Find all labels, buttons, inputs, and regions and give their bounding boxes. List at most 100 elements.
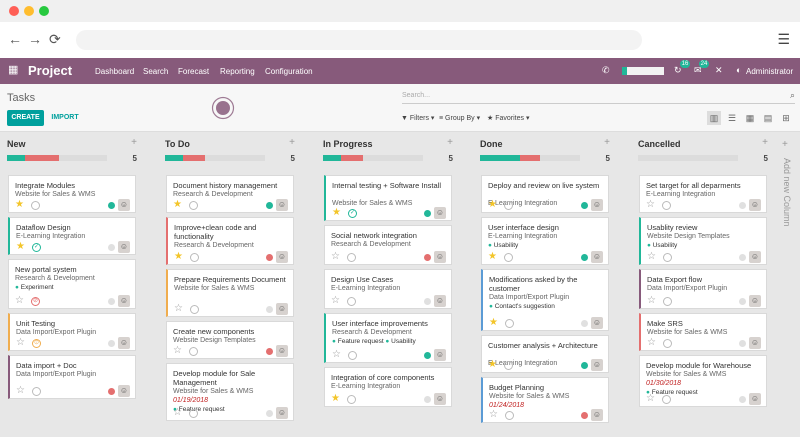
status-dot[interactable]	[424, 254, 431, 261]
activity-icon[interactable]	[504, 253, 513, 262]
user-avatar-icon[interactable]: ☺	[434, 207, 446, 219]
column-progress-bar[interactable]	[7, 155, 107, 161]
task-card[interactable]: Design Use Cases E-Learning Integration ☆ ☺	[324, 269, 452, 309]
activity-icon[interactable]	[347, 253, 356, 262]
star-icon[interactable]: ★	[173, 199, 182, 210]
task-card[interactable]: Integration of core components E-Learning…	[324, 367, 452, 407]
menu-search[interactable]: Search	[143, 67, 169, 76]
star-icon[interactable]: ☆	[16, 337, 25, 348]
user-avatar-icon[interactable]: ☺	[591, 359, 603, 371]
star-icon[interactable]: ★	[488, 251, 497, 262]
star-icon[interactable]: ☆	[646, 199, 655, 210]
star-icon[interactable]: ☆	[331, 251, 340, 262]
user-avatar-icon[interactable]: ☺	[749, 337, 761, 349]
status-dot[interactable]	[581, 254, 588, 261]
menu-reporting[interactable]: Reporting	[220, 67, 255, 76]
app-brand[interactable]: Project	[28, 63, 73, 78]
activity-icon[interactable]: ✓	[348, 209, 357, 218]
kanban-view-icon[interactable]: ▥	[707, 111, 721, 125]
activity-icon[interactable]	[504, 201, 513, 210]
status-dot[interactable]	[581, 362, 588, 369]
star-icon[interactable]: ☆	[332, 349, 341, 360]
task-card[interactable]: Internal testing + Software Install Websi…	[324, 175, 452, 221]
column-title[interactable]: Done	[480, 139, 503, 149]
status-dot[interactable]	[108, 388, 115, 395]
status-dot[interactable]	[581, 320, 588, 327]
task-card[interactable]: Data import + Doc Data Import/Export Plug…	[8, 355, 136, 399]
task-card[interactable]: New portal system Research & Development ●…	[8, 259, 136, 309]
group-by-dropdown[interactable]: ≡ Group By ▾	[439, 115, 481, 122]
user-avatar-icon[interactable]: ☺	[118, 337, 130, 349]
star-icon[interactable]: ☆	[16, 385, 25, 396]
pivot-view-icon[interactable]: ⊞	[782, 113, 790, 123]
import-button[interactable]: IMPORT	[51, 114, 79, 121]
browser-menu-icon[interactable]: ☰	[777, 31, 790, 47]
task-card[interactable]: Prepare Requirements Document Website for…	[166, 269, 294, 317]
activity-icon[interactable]	[662, 395, 671, 404]
star-icon[interactable]: ☆	[174, 303, 183, 314]
close-icon[interactable]: ✕	[715, 65, 723, 75]
star-icon[interactable]: ☆	[173, 407, 182, 418]
activity-icon[interactable]: ↻	[674, 65, 682, 75]
status-dot[interactable]	[108, 298, 115, 305]
task-card[interactable]: Modifications asked by the customer Data …	[481, 269, 609, 331]
task-card[interactable]: Social network integration Research & Dev…	[324, 225, 452, 265]
user-avatar-icon[interactable]: ☺	[434, 251, 446, 263]
user-avatar-icon[interactable]: ☺	[276, 303, 288, 315]
status-dot[interactable]	[266, 202, 273, 209]
task-card[interactable]: Make SRS Website for Sales & WMS ☆ ☺	[639, 313, 767, 351]
user-avatar-icon[interactable]: ☺	[591, 199, 603, 211]
status-dot[interactable]	[266, 410, 273, 417]
star-icon[interactable]: ★	[489, 317, 498, 328]
task-card[interactable]: Customer analysis + Architecture E-Learni…	[481, 335, 609, 373]
back-arrow-icon[interactable]: ←	[8, 31, 22, 47]
star-icon[interactable]: ★	[331, 393, 340, 404]
user-avatar-icon[interactable]: ☺	[591, 251, 603, 263]
activity-icon[interactable]	[663, 253, 672, 262]
create-button[interactable]: CREATE	[7, 110, 44, 126]
activity-icon[interactable]	[663, 297, 672, 306]
search-input[interactable]: Search... ⌕	[402, 90, 795, 104]
add-task-icon[interactable]: +	[131, 137, 137, 148]
reload-icon[interactable]: ⟳	[49, 31, 61, 47]
menu-configuration[interactable]: Configuration	[265, 67, 313, 76]
task-card[interactable]: User interface design E-Learning Integrat…	[481, 217, 609, 265]
column-progress-bar[interactable]	[323, 155, 423, 161]
status-dot[interactable]	[424, 298, 431, 305]
status-dot[interactable]	[581, 202, 588, 209]
star-icon[interactable]: ☆	[647, 295, 656, 306]
user-avatar-icon[interactable]: ☺	[434, 349, 446, 361]
user-avatar-icon[interactable]: ◐	[736, 65, 742, 75]
activity-icon[interactable]	[189, 347, 198, 356]
status-dot[interactable]	[424, 210, 431, 217]
column-title[interactable]: New	[7, 139, 26, 149]
status-dot[interactable]	[739, 340, 746, 347]
calendar-view-icon[interactable]: ▤	[763, 113, 773, 123]
close-window-dot[interactable]	[9, 6, 19, 16]
apps-grid-icon[interactable]: ▦	[8, 64, 19, 76]
activity-icon[interactable]: ✓	[32, 243, 41, 252]
activity-icon[interactable]	[190, 305, 199, 314]
minimize-window-dot[interactable]	[24, 6, 34, 16]
address-bar[interactable]	[76, 30, 642, 50]
status-dot[interactable]	[739, 396, 746, 403]
maximize-window-dot[interactable]	[39, 6, 49, 16]
task-card[interactable]: User interface improvements Research & De…	[324, 313, 452, 363]
column-progress-bar[interactable]	[638, 155, 738, 161]
forward-arrow-icon[interactable]: →	[28, 31, 42, 47]
column-progress-bar[interactable]	[480, 155, 580, 161]
activity-icon[interactable]	[347, 395, 356, 404]
user-avatar-icon[interactable]: ☺	[276, 407, 288, 419]
task-card[interactable]: Document history management Research & De…	[166, 175, 294, 213]
task-card[interactable]: Set target for all deparments E-Learning …	[639, 175, 767, 213]
user-avatar-icon[interactable]: ☺	[276, 199, 288, 211]
column-title[interactable]: Cancelled	[638, 139, 681, 149]
task-card[interactable]: Develop module for Warehouse Website for …	[639, 355, 767, 407]
star-icon[interactable]: ★	[332, 207, 341, 218]
activity-icon[interactable]	[662, 201, 671, 210]
star-icon[interactable]: ☆	[646, 393, 655, 404]
status-dot[interactable]	[108, 202, 115, 209]
menu-forecast[interactable]: Forecast	[178, 67, 210, 76]
task-card[interactable]: Dataflow Design E-Learning Integration ★ ✓ ☺	[8, 217, 136, 255]
user-avatar-icon[interactable]: ☺	[276, 251, 288, 263]
